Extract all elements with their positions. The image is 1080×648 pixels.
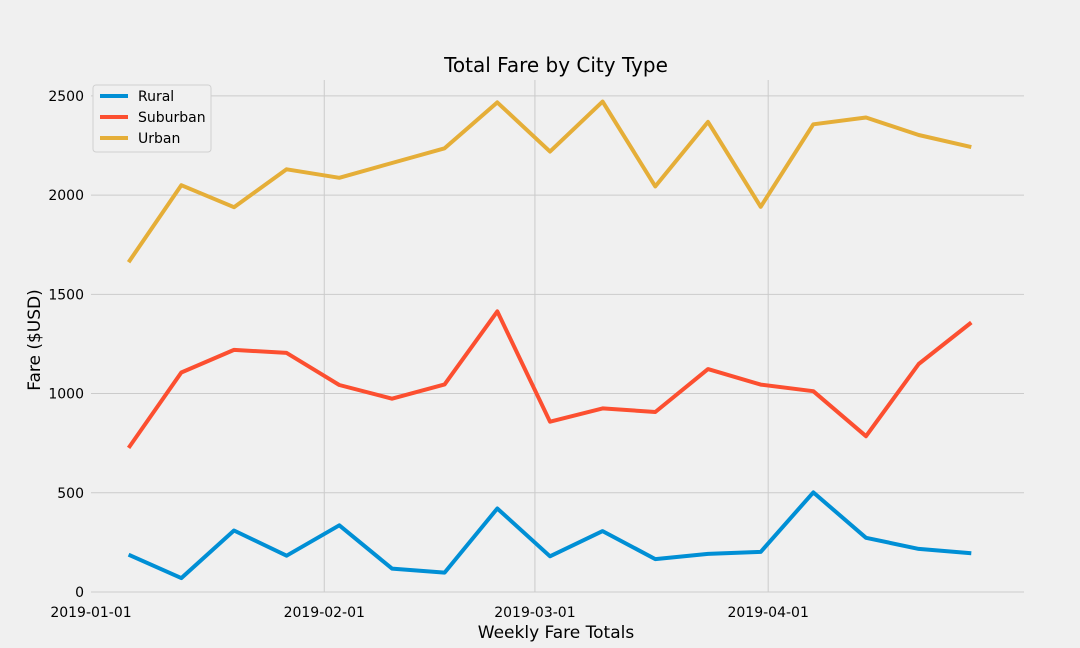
- legend-label-suburban: Suburban: [138, 110, 206, 126]
- y-tick-label: 500: [57, 486, 84, 502]
- x-tick-label: 2019-04-01: [727, 605, 808, 621]
- y-tick-label: 2500: [48, 89, 84, 105]
- x-axis-label: Weekly Fare Totals: [478, 623, 635, 643]
- y-tick-label: 0: [75, 585, 84, 601]
- y-tick-label: 2000: [48, 188, 84, 204]
- chart-title: Total Fare by City Type: [443, 53, 668, 77]
- series-line-urban: [126, 99, 972, 264]
- y-tick-label: 1000: [48, 387, 84, 403]
- x-tick-label: 2019-01-01: [50, 605, 131, 621]
- x-tick-label: 2019-02-01: [284, 605, 365, 621]
- y-axis-label: Fare ($USD): [25, 289, 45, 391]
- legend: Rural Suburban Urban: [92, 84, 212, 153]
- legend-box: [92, 84, 212, 153]
- x-tick-labels: 2019-01-01 2019-02-01 2019-03-01 2019-04-01: [50, 605, 809, 621]
- legend-label-rural: Rural: [138, 89, 174, 105]
- y-tick-labels: 0 500 1000 1500 2000 2500: [48, 89, 84, 601]
- grid-lines: [91, 80, 1024, 593]
- legend-label-urban: Urban: [138, 131, 180, 147]
- y-tick-label: 1500: [48, 287, 84, 303]
- series-line-suburban: [126, 309, 973, 450]
- series-lines: [126, 99, 973, 581]
- x-tick-label: 2019-03-01: [494, 605, 575, 621]
- series-line-rural: [127, 490, 972, 581]
